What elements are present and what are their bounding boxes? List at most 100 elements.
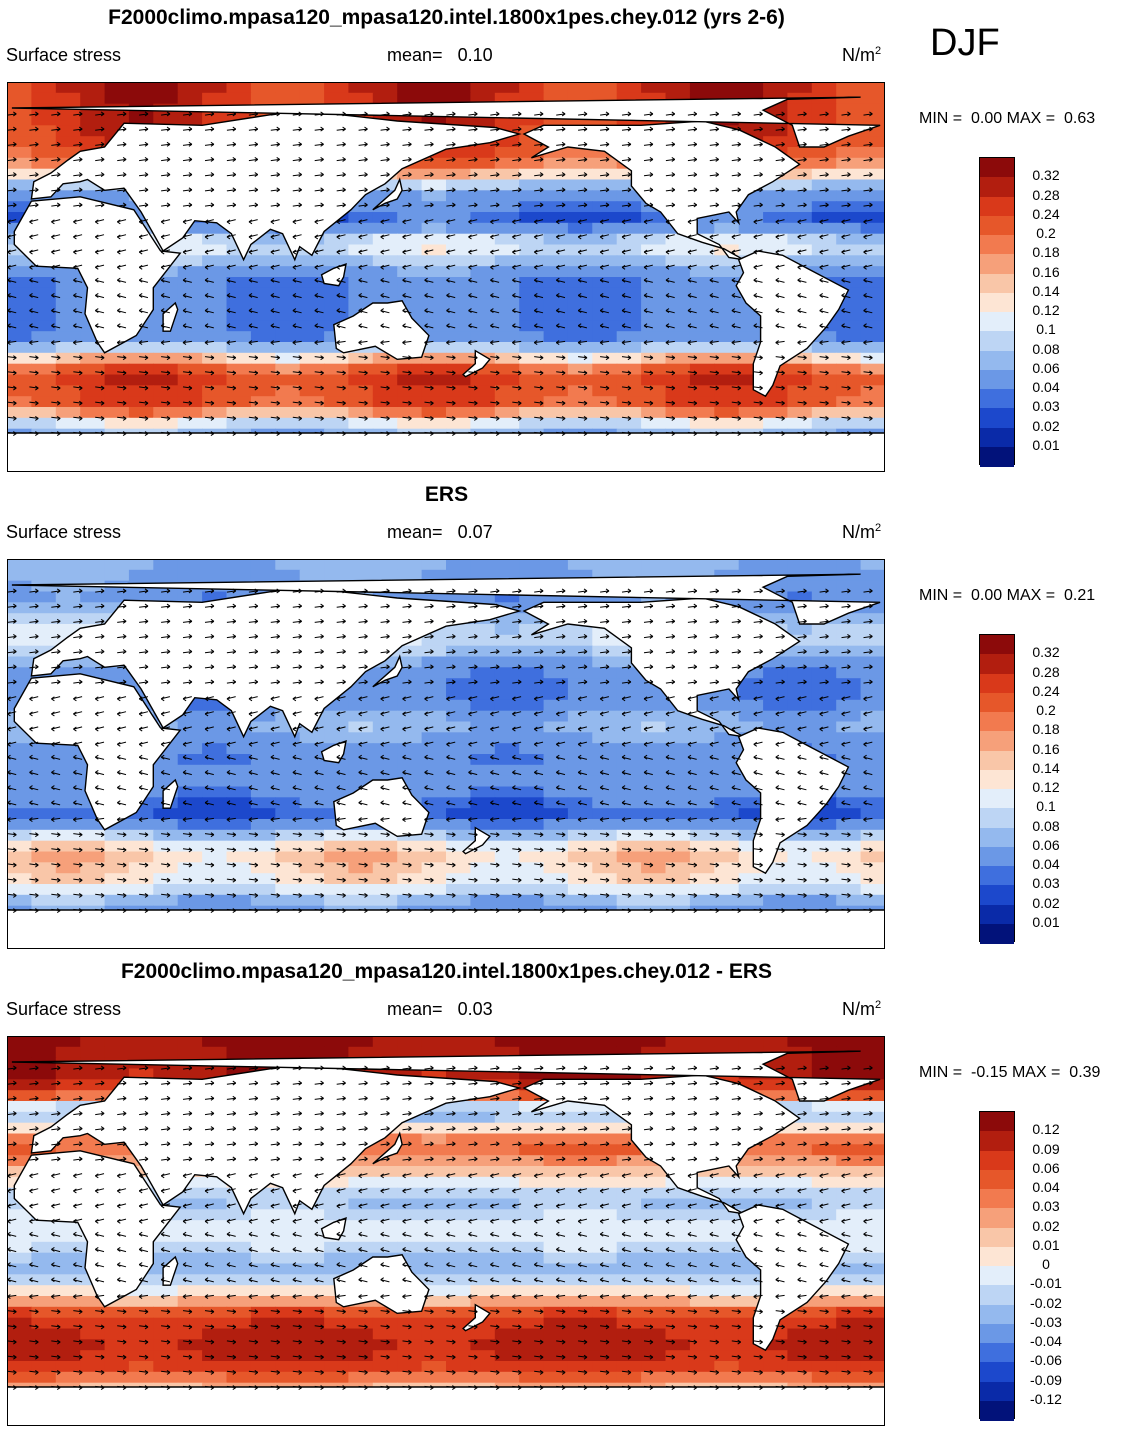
field-cell — [250, 363, 276, 376]
stress-vector — [139, 143, 149, 146]
field-cell — [567, 840, 593, 853]
field-cell — [446, 352, 471, 365]
field-cell — [31, 580, 57, 593]
field-cell — [250, 331, 276, 343]
field-cell — [202, 222, 228, 235]
stress-vector-head — [430, 633, 434, 639]
stress-vector-head — [424, 277, 428, 283]
field-cell — [836, 309, 862, 321]
stress-vector-head — [715, 431, 719, 437]
stress-vector — [534, 605, 544, 608]
field-cell — [153, 82, 179, 94]
field-cell — [250, 287, 276, 300]
stress-vector-head — [320, 633, 324, 639]
field-cell — [470, 689, 496, 701]
stress-vector-head — [364, 588, 368, 594]
stress-vector — [797, 416, 807, 419]
field-cell — [128, 884, 154, 896]
field-cell — [665, 266, 691, 278]
stress-vector — [402, 128, 412, 131]
stress-vector-head — [424, 219, 428, 225]
field-cell — [860, 851, 885, 863]
field-cell — [470, 298, 496, 311]
field-cell — [372, 385, 398, 397]
field-cell — [421, 82, 447, 94]
stress-vector-head — [210, 679, 215, 685]
stress-vector-head — [825, 415, 829, 421]
stress-vector — [578, 158, 588, 162]
stress-vector — [643, 590, 653, 593]
stress-vector-head — [605, 187, 610, 193]
stress-vector-head — [320, 141, 324, 147]
stress-vector — [578, 620, 588, 623]
stress-vector-head — [452, 370, 456, 376]
stress-vector — [534, 143, 544, 146]
stress-vector — [248, 189, 258, 192]
stress-vector-head — [166, 588, 171, 594]
field-cell — [128, 829, 154, 842]
field-cell — [31, 819, 57, 831]
field-cell — [592, 840, 618, 853]
field-cell — [641, 699, 667, 712]
stress-vector — [270, 651, 280, 654]
colorbar-tick-label: 0.12 — [1032, 302, 1060, 318]
stress-vector — [29, 204, 39, 207]
stress-vector-head — [232, 679, 237, 685]
stress-vector-head — [869, 172, 873, 178]
field-cell — [641, 212, 667, 224]
field-cell — [592, 689, 618, 701]
field-cell — [665, 244, 691, 256]
field-cell — [714, 851, 740, 863]
stress-vector — [578, 386, 588, 389]
stress-vector-head — [533, 340, 538, 346]
field-cell — [787, 255, 813, 267]
stress-vector-head — [627, 141, 632, 147]
field-cell — [494, 721, 520, 733]
stress-vector — [204, 158, 214, 162]
field-cell — [641, 374, 667, 386]
stress-vector — [380, 651, 390, 654]
stress-vector — [731, 605, 741, 608]
stress-vector-head — [577, 277, 582, 283]
stress-vector-head — [35, 187, 39, 193]
stress-vector-head — [665, 292, 670, 298]
stress-vector-head — [803, 202, 807, 208]
stress-vector — [139, 651, 149, 654]
stress-vector-head — [687, 249, 692, 255]
field-cell — [299, 743, 325, 755]
stress-vector-head — [386, 141, 390, 147]
stress-vector-head — [13, 202, 17, 208]
stress-vector-head — [605, 415, 610, 421]
field-cell — [31, 342, 57, 354]
field-cell — [275, 374, 301, 386]
stress-vector-head — [446, 277, 450, 283]
field-cell — [519, 678, 545, 690]
stress-vector — [73, 620, 83, 623]
stress-vector — [314, 651, 324, 654]
stress-vector — [95, 681, 105, 684]
field-cell — [421, 645, 447, 658]
stress-vector-head — [78, 603, 83, 609]
stress-vector — [402, 371, 412, 374]
field-cell — [55, 743, 81, 755]
stress-vector — [139, 158, 149, 162]
field-cell — [494, 613, 520, 625]
field-cell — [348, 851, 374, 863]
field-cell — [470, 873, 496, 885]
stress-vector — [380, 431, 390, 435]
field-cell — [421, 179, 447, 191]
stress-vector — [314, 356, 324, 359]
stress-vector-head — [188, 664, 193, 670]
stress-vector — [665, 666, 675, 669]
field-cell — [80, 569, 106, 582]
stress-vector-head — [210, 664, 215, 670]
landmass-japan — [372, 177, 403, 211]
field-cell — [689, 331, 715, 343]
field-cell — [470, 559, 496, 571]
stress-vector-head — [583, 664, 588, 670]
stress-vector — [204, 340, 214, 344]
field-cell — [665, 829, 691, 842]
field-cell — [665, 374, 691, 386]
stress-vector-head — [803, 385, 807, 391]
stress-vector-head — [13, 370, 17, 376]
